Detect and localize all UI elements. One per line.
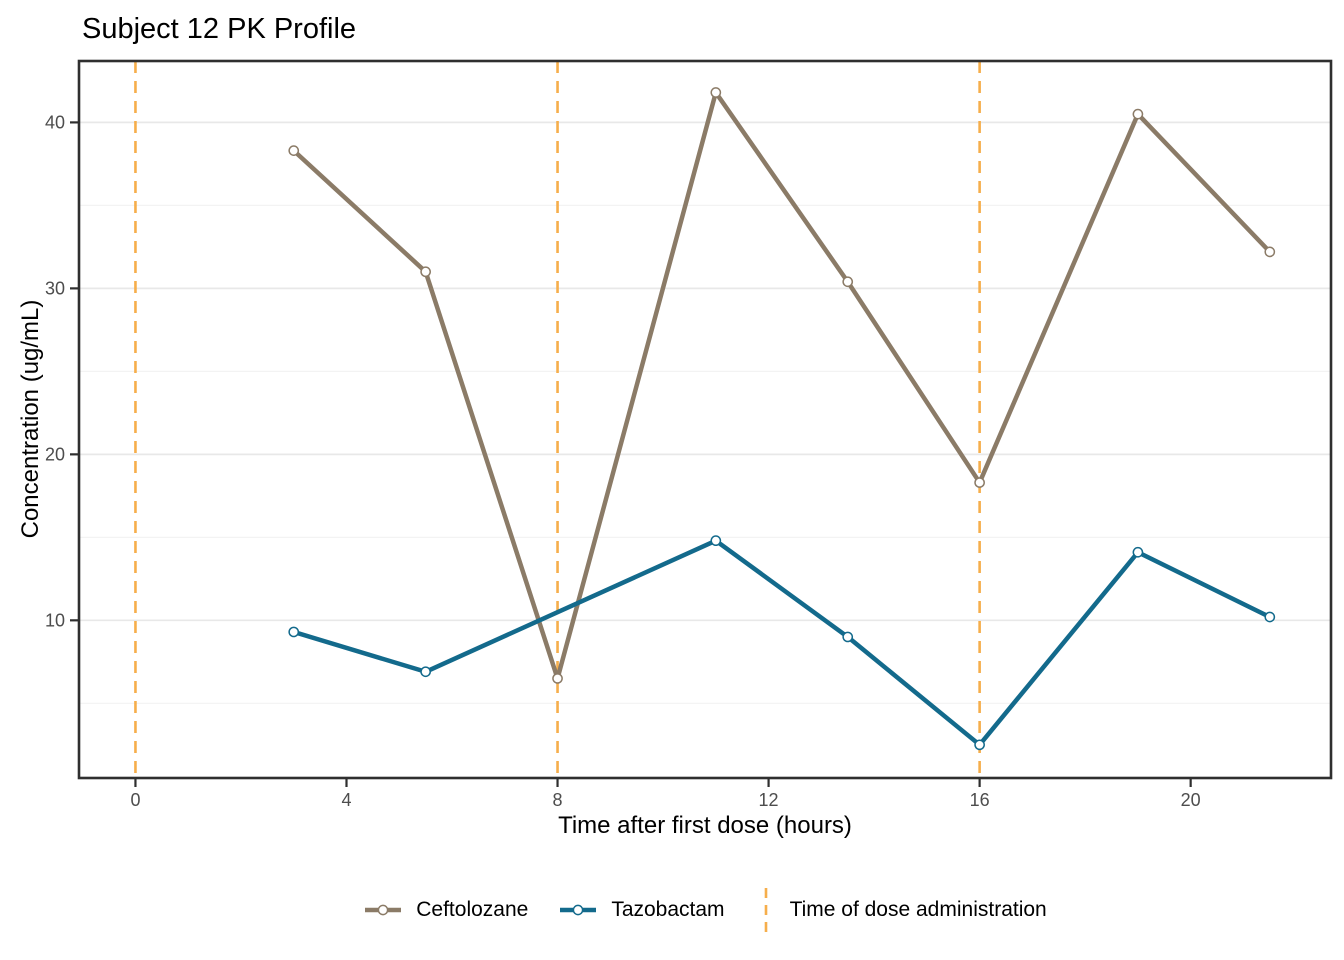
y-tick-label: 30 <box>45 278 65 298</box>
data-point-ceftolozane <box>1264 246 1276 258</box>
data-point-ceftolozane <box>420 266 431 278</box>
data-point-ceftolozane <box>842 276 854 288</box>
data-point-tazobactam <box>1132 546 1144 558</box>
data-point-ceftolozane <box>710 87 722 98</box>
x-axis-label: Time after first dose (hours) <box>558 812 852 839</box>
chart-title: Subject 12 PK Profile <box>82 13 357 45</box>
legend-item-tazobactam: Tazobactam <box>558 895 725 925</box>
series-line-ceftolozane <box>291 90 1273 681</box>
legend-item-ceftolozane: Ceftolozane <box>363 895 528 925</box>
ceftolozane-line-marker-icon <box>363 895 403 925</box>
dashed-vertical-line-icon <box>755 886 777 934</box>
x-tick-label: 12 <box>759 790 779 810</box>
y-axis-label: Concentration (ug/mL) <box>17 299 44 539</box>
data-point-tazobactam <box>420 666 431 678</box>
y-tick-label: 40 <box>45 112 65 132</box>
x-tick-label: 8 <box>553 790 563 810</box>
data-point-tazobactam <box>1264 611 1276 623</box>
data-point-ceftolozane <box>1132 108 1144 120</box>
legend-label-ceftolozane: Ceftolozane <box>416 898 529 921</box>
data-point-tazobactam <box>842 631 854 643</box>
plot-area: 0 4 8 12 16 20 10 20 30 40 <box>45 59 1333 810</box>
legend-label-tazobactam: Tazobactam <box>611 898 725 921</box>
data-point-ceftolozane <box>288 145 300 156</box>
data-point-ceftolozane <box>552 673 563 684</box>
tazobactam-line-marker-icon <box>558 895 598 925</box>
data-point-tazobactam <box>288 626 300 638</box>
panel-background <box>79 61 1331 778</box>
legend-label-dose-administration: Time of dose administration <box>789 898 1047 921</box>
data-point-tazobactam <box>710 535 722 547</box>
data-point-tazobactam <box>974 739 985 751</box>
panel-border <box>77 59 1333 780</box>
x-tick-label: 20 <box>1181 790 1201 810</box>
y-tick-label: 10 <box>45 610 65 630</box>
data-point-ceftolozane <box>974 477 985 488</box>
x-tick-label: 16 <box>970 790 990 810</box>
legend-item-dose-administration: Time of dose administration <box>755 886 1047 934</box>
legend: Ceftolozane Tazobactam Time of dose admi… <box>79 880 1331 940</box>
x-tick-label: 0 <box>130 790 140 810</box>
x-tick-label: 4 <box>341 790 351 810</box>
y-tick-label: 20 <box>45 444 65 464</box>
